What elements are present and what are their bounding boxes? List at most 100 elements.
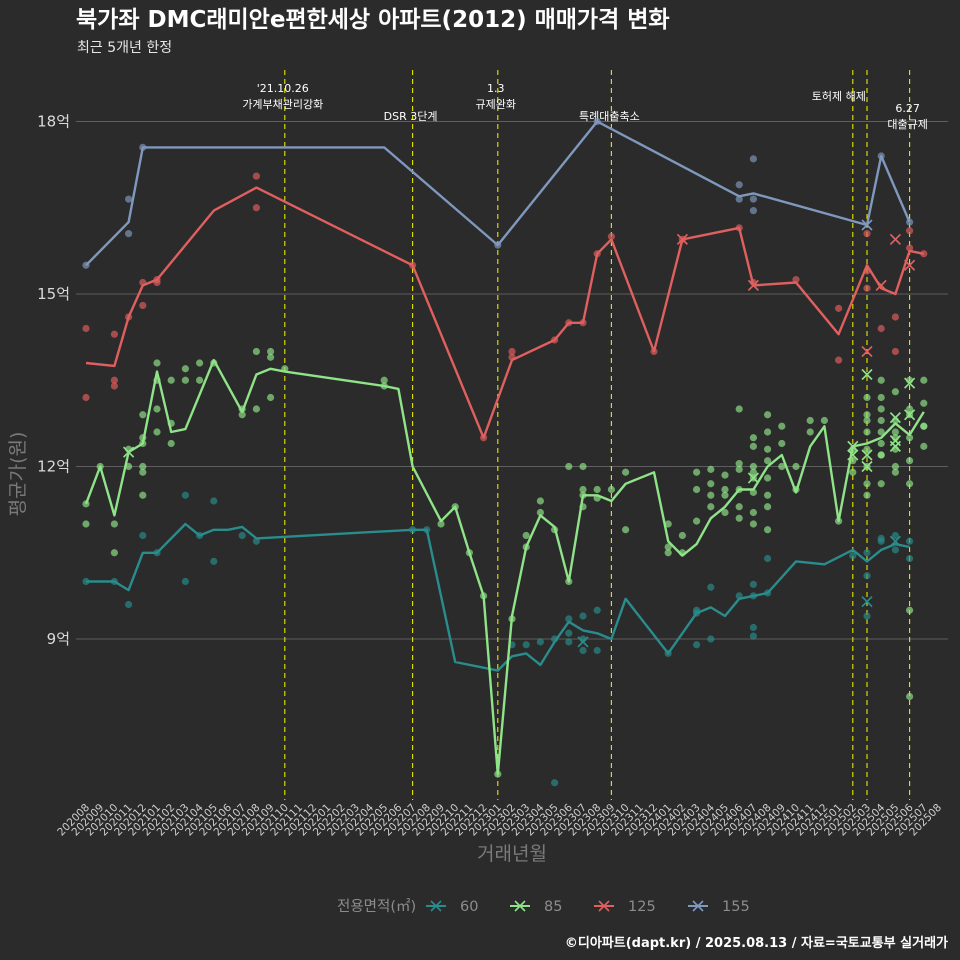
point-85-59 (664, 549, 672, 557)
point-60-48 (906, 554, 914, 563)
point-85-91 (764, 474, 772, 482)
point-85-84 (749, 468, 758, 476)
series-line-125 (85, 186, 925, 439)
point-60-35 (749, 632, 758, 640)
cross-marker-85-4 (861, 368, 873, 381)
point-85-112 (863, 480, 871, 488)
point-85-90 (764, 457, 772, 465)
point-85-58 (664, 543, 672, 551)
point-85-102 (820, 416, 829, 425)
x-axis-title: 거래년월 (477, 843, 547, 865)
point-85-85 (749, 508, 758, 517)
point-85-9 (139, 491, 147, 499)
point-60-18 (565, 615, 573, 623)
point-85-87 (764, 411, 772, 419)
point-60-20 (565, 638, 573, 646)
point-85-138 (906, 692, 914, 701)
point-125-34 (906, 227, 914, 235)
point-85-29 (267, 353, 275, 361)
point-85-3 (110, 549, 118, 557)
legend-label-85: 85 (544, 899, 562, 915)
point-85-74 (735, 460, 743, 468)
point-85-81 (749, 462, 758, 471)
point-60-24 (593, 646, 601, 655)
cross-marker-85-1 (747, 472, 759, 484)
series-line-155 (85, 120, 911, 267)
grid-lines (76, 121, 948, 640)
event-label-0-1: 가계부채관리강화 (242, 98, 323, 111)
point-85-21 (181, 376, 189, 384)
point-60-10 (238, 531, 246, 540)
point-85-119 (877, 416, 885, 425)
cross-marker-85-8 (889, 412, 901, 424)
point-85-80 (749, 442, 758, 450)
y-tick-label-3: 18억 (37, 113, 70, 131)
point-85-14 (153, 359, 161, 367)
point-60-25 (593, 606, 601, 614)
point-85-134 (906, 434, 914, 442)
point-125-4 (110, 382, 118, 390)
point-85-140 (920, 399, 928, 407)
point-85-120 (877, 428, 885, 436)
point-125-30 (863, 284, 871, 292)
cross-marker-125-2 (861, 345, 873, 358)
point-60-49 (551, 779, 559, 787)
point-155-8 (749, 155, 758, 163)
point-85-66 (707, 491, 715, 499)
point-85-69 (721, 485, 729, 494)
point-60-45 (891, 546, 900, 554)
point-60-6 (181, 577, 189, 586)
point-85-142 (920, 442, 928, 450)
point-85-136 (906, 480, 914, 488)
legend-label-125: 125 (628, 899, 656, 915)
point-125-3 (110, 376, 118, 384)
legend-key-125 (598, 900, 610, 912)
point-85-67 (707, 465, 715, 473)
point-125-11 (252, 204, 260, 212)
point-85-56 (622, 468, 630, 476)
event-label-1-0: DSR 3단계 (384, 110, 438, 123)
point-85-62 (693, 517, 701, 525)
point-155-1 (125, 230, 133, 238)
cross-marker-85-5 (861, 449, 873, 461)
cross-marker-125-5 (875, 279, 887, 291)
point-85-92 (764, 491, 772, 499)
point-60-41 (863, 612, 871, 620)
point-85-78 (735, 503, 743, 511)
point-85-27 (252, 347, 260, 356)
point-85-68 (707, 480, 715, 488)
point-85-114 (863, 416, 871, 425)
point-125-28 (863, 230, 871, 238)
point-125-7 (139, 301, 147, 310)
point-85-16 (153, 428, 161, 436)
y-tick-label-2: 15억 (37, 285, 70, 303)
event-label-0-0: '21.10.26 (257, 82, 309, 95)
point-85-32 (252, 405, 260, 413)
cross-marker-85-10 (904, 377, 916, 389)
point-85-137 (906, 606, 914, 614)
y-axis-title: 평균가(원) (7, 432, 29, 517)
y-tick-label-0: 9억 (47, 630, 70, 648)
point-85-93 (764, 503, 772, 511)
point-60-44 (877, 534, 885, 542)
cross-marker-125-0 (676, 233, 688, 245)
point-85-70 (721, 508, 729, 517)
y-tick-label-1: 12억 (37, 458, 70, 476)
point-85-61 (678, 531, 687, 540)
point-85-47 (565, 462, 573, 471)
point-155-6 (735, 181, 743, 189)
point-85-57 (664, 520, 672, 528)
point-60-2 (125, 600, 133, 609)
point-60-15 (522, 641, 530, 649)
point-85-63 (693, 468, 701, 476)
series-lines (84, 120, 925, 776)
event-label-6-0: 6.27 (895, 102, 920, 115)
point-125-27 (835, 304, 843, 312)
cross-marker-85-2 (847, 440, 859, 452)
point-60-8 (210, 497, 218, 505)
point-85-116 (877, 393, 885, 402)
point-85-8 (139, 462, 147, 471)
point-85-109 (863, 428, 871, 436)
point-60-23 (579, 646, 587, 655)
point-125-2 (110, 330, 118, 338)
